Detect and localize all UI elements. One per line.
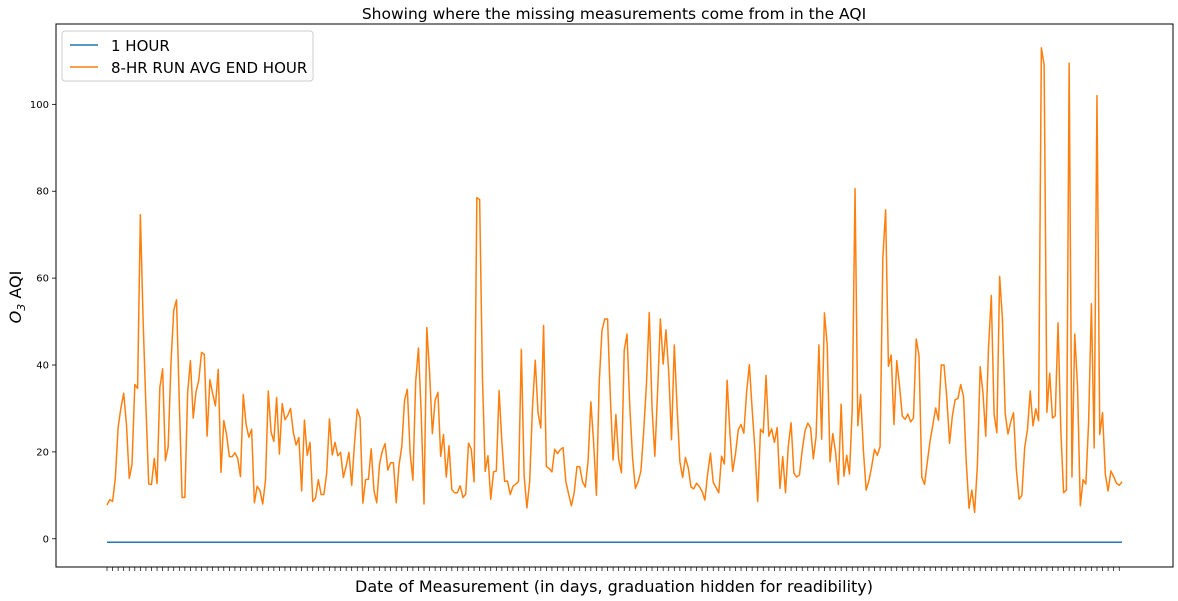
y-axis-label-rest: AQI [6,271,25,304]
y-tick-label: 100 [30,100,49,111]
y-axis-label-subscript: 3 [15,304,28,311]
y-axis-label: O3 AQI [6,271,28,324]
y-tick-label: 20 [36,447,49,458]
series-lines [106,47,1123,544]
y-ticks: 0 20 40 60 80 100 [30,100,56,545]
series-line-8hr-run-avg [106,47,1123,514]
y-axis-label-base: O [6,311,25,324]
chart-title: Showing where the missing measurements c… [362,5,866,23]
x-tick-marks [106,567,1120,571]
y-tick-label: 60 [36,274,49,285]
legend-label-8hr-run-avg: 8-HR RUN AVG END HOUR [111,59,307,77]
plot-area: 0 20 40 60 80 100 [30,23,1174,571]
legend: 1 HOUR 8-HR RUN AVG END HOUR [61,30,314,82]
legend-box [61,30,314,82]
y-tick-label: 80 [36,187,49,198]
y-tick-label: 40 [36,361,49,372]
x-axis-label: Date of Measurement (in days, graduation… [355,577,873,596]
x-ticks [106,567,1120,571]
legend-label-1-hour: 1 HOUR [111,37,170,55]
y-tick-label: 0 [43,534,49,545]
plot-frame [55,23,1174,568]
